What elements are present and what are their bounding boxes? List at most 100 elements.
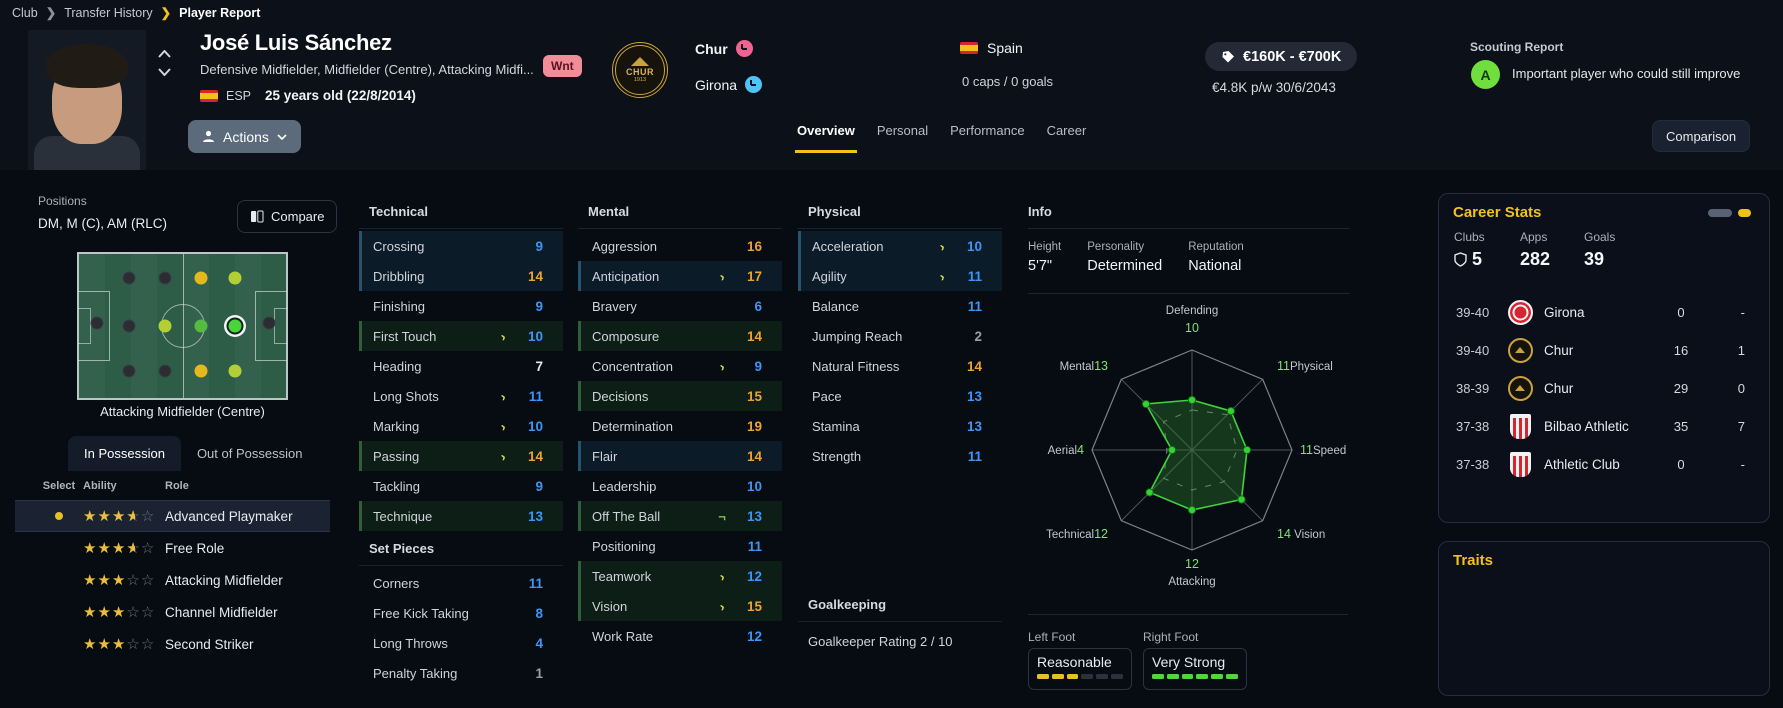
tab-overview[interactable]: Overview [795, 117, 857, 153]
career-row-athletic-club-37-38[interactable]: 37-38 Athletic Club 0 - [1441, 445, 1767, 483]
comparison-button[interactable]: Comparison [1652, 120, 1751, 152]
career-row-girona-39-40[interactable]: 39-40 Girona 0 - [1441, 293, 1767, 331]
career-season: 39-40 [1456, 304, 1490, 320]
career-goals: - [1740, 304, 1745, 320]
role-row-advanced-playmaker[interactable]: ★★★☆ ★ ☆ Advanced Playmaker [15, 500, 330, 532]
personality-label: Personality [1087, 241, 1145, 253]
attribute-row-concentration[interactable]: Concentration › 9 [578, 351, 782, 381]
pitch-position-dot-unable[interactable] [158, 364, 172, 378]
physical-header: Physical [798, 196, 1002, 229]
club-crest-chur[interactable]: CHUR 1913 [612, 42, 668, 98]
attribute-row-work-rate[interactable]: Work Rate 12 [578, 621, 782, 651]
attribute-row-marking[interactable]: Marking › 10 [359, 411, 563, 441]
attribute-row-vision[interactable]: Vision › 15 [578, 591, 782, 621]
pitch-position-dot-unable[interactable] [122, 364, 136, 378]
compare-button[interactable]: Compare [237, 200, 338, 233]
attribute-row-pace[interactable]: Pace 13 [798, 381, 1002, 411]
attribute-label: Crossing [373, 238, 425, 254]
attribute-row-aggression[interactable]: Aggression 16 [578, 231, 782, 261]
career-row-chur-39-40[interactable]: 39-40 Chur 16 1 [1441, 331, 1767, 369]
attribute-row-long-throws[interactable]: Long Throws 4 [359, 628, 563, 658]
tab-in-possession[interactable]: In Possession [68, 436, 181, 471]
attribute-row-long-shots[interactable]: Long Shots › 11 [359, 381, 563, 411]
attribute-row-off-the-ball[interactable]: Off The Ball ¬ 13 [578, 501, 782, 531]
attribute-row-free-kick-taking[interactable]: Free Kick Taking 8 [359, 598, 563, 628]
pitch-position-dot-competent[interactable] [194, 271, 208, 285]
attribute-row-acceleration[interactable]: Acceleration › 10 [798, 231, 1002, 261]
attribute-row-stamina[interactable]: Stamina 13 [798, 411, 1002, 441]
career-stats-toggle[interactable] [1708, 209, 1732, 217]
attribute-value: 7 [535, 358, 543, 374]
attribute-row-finishing[interactable]: Finishing 9 [359, 291, 563, 321]
attribute-row-tackling[interactable]: Tackling 9 [359, 471, 563, 501]
attribute-row-corners[interactable]: Corners 11 [359, 568, 563, 598]
attribute-row-flair[interactable]: Flair 14 [578, 441, 782, 471]
attribute-row-leadership[interactable]: Leadership 10 [578, 471, 782, 501]
attribute-row-composure[interactable]: Composure 14 [578, 321, 782, 351]
attribute-row-heading[interactable]: Heading 7 [359, 351, 563, 381]
attribute-row-anticipation[interactable]: Anticipation › 17 [578, 261, 782, 291]
chevron-down-icon[interactable] [158, 68, 171, 76]
attribute-row-jumping-reach[interactable]: Jumping Reach 2 [798, 321, 1002, 351]
attribute-row-bravery[interactable]: Bravery 6 [578, 291, 782, 321]
attribute-label: Bravery [592, 298, 637, 314]
pitch-position-dot-accomplished[interactable] [228, 364, 242, 378]
parent-club-name[interactable]: Chur [695, 40, 728, 57]
attribute-row-determination[interactable]: Determination 19 [578, 411, 782, 441]
tab-performance[interactable]: Performance [950, 123, 1025, 138]
tab-personal[interactable]: Personal [876, 123, 929, 138]
role-row-attacking-midfielder[interactable]: ★★★☆☆ Attacking Midfielder [15, 564, 330, 596]
pitch-position-dot-selected[interactable] [228, 319, 242, 333]
attribute-row-crossing[interactable]: Crossing 9 [359, 231, 563, 261]
pitch-position-dot-unable[interactable] [122, 271, 136, 285]
pitch-position-dot-unable[interactable] [122, 319, 136, 333]
goals-value: 39 [1584, 249, 1605, 269]
attribute-radar-chart: Defending 10 11Physical 11Speed 14 Vision Att… [1046, 305, 1346, 588]
attribute-value: 11 [747, 538, 762, 554]
attribute-row-positioning[interactable]: Positioning 11 [578, 531, 782, 561]
attribute-row-passing[interactable]: Passing › 14 [359, 441, 563, 471]
attribute-row-first-touch[interactable]: First Touch › 10 [359, 321, 563, 351]
career-row-chur-38-39[interactable]: 38-39 Chur 29 0 [1441, 369, 1767, 407]
pitch-position-dot-unable[interactable] [158, 271, 172, 285]
breadcrumb-club[interactable]: Club [12, 5, 38, 20]
tab-out-of-possession[interactable]: Out of Possession [196, 446, 303, 461]
attribute-row-balance[interactable]: Balance 11 [798, 291, 1002, 321]
pitch-position-dot-unable[interactable] [90, 316, 104, 330]
loan-club-name[interactable]: Girona [695, 76, 738, 93]
career-row-bilbao-athletic-37-38[interactable]: 37-38 Bilbao Athletic 35 7 [1441, 407, 1767, 445]
attribute-row-strength[interactable]: Strength 11 [798, 441, 1002, 471]
attribute-row-technique[interactable]: Technique 13 [359, 501, 563, 531]
chevron-up-icon[interactable] [158, 50, 171, 58]
star-full-icon: ★ [97, 507, 112, 525]
role-row-free-role[interactable]: ★★★☆ ★ ☆ Free Role [15, 532, 330, 564]
actions-button[interactable]: Actions [188, 120, 301, 153]
role-row-channel-midfielder[interactable]: ★★★☆☆ Channel Midfielder [15, 596, 330, 628]
career-stats-toggle-active[interactable] [1738, 209, 1751, 217]
nationality-code: ESP [226, 88, 252, 103]
pitch-position-dot-natural[interactable] [194, 319, 208, 333]
attribute-row-decisions[interactable]: Decisions 15 [578, 381, 782, 411]
loan-club-row[interactable]: Girona [695, 76, 763, 93]
role-row-second-striker[interactable]: ★★★☆☆ Second Striker [15, 628, 330, 660]
star-full-icon: ★ [97, 603, 112, 621]
attribute-row-natural-fitness[interactable]: Natural Fitness 14 [798, 351, 1002, 381]
attribute-row-teamwork[interactable]: Teamwork › 12 [578, 561, 782, 591]
price-tag-icon [1222, 50, 1234, 62]
career-club-name: Athletic Club [1544, 456, 1620, 472]
role-select-cell[interactable] [35, 507, 83, 525]
tab-career[interactable]: Career [1046, 123, 1087, 138]
parent-club-row[interactable]: Chur [695, 40, 753, 57]
breadcrumb-transfer-history[interactable]: Transfer History [64, 5, 153, 20]
pitch-position-dot-competent[interactable] [194, 364, 208, 378]
role-ability-stars: ★★★☆☆ [83, 603, 165, 622]
pitch-position-dot-unable[interactable] [262, 316, 276, 330]
attribute-value: 10 [527, 328, 543, 344]
attribute-label: Aggression [592, 238, 658, 254]
attribute-row-dribbling[interactable]: Dribbling 14 [359, 261, 563, 291]
pitch-position-dot-accomplished[interactable] [158, 319, 172, 333]
attribute-row-penalty-taking[interactable]: Penalty Taking 1 [359, 658, 563, 688]
attribute-row-agility[interactable]: Agility › 11 [798, 261, 1002, 291]
selected-position-label: Attacking Midfielder (Centre) [100, 404, 265, 419]
pitch-position-dot-accomplished[interactable] [228, 271, 242, 285]
